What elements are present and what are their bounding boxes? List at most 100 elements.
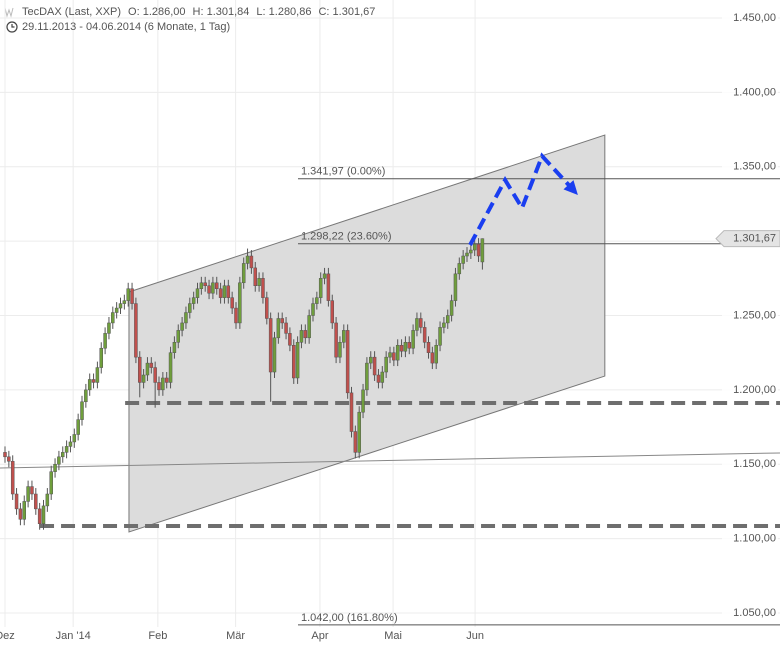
- x-tick-label: Apr: [311, 630, 328, 642]
- candle-body: [276, 318, 281, 339]
- candle-body: [222, 285, 227, 298]
- candle-body: [230, 297, 234, 309]
- candle-body: [103, 333, 107, 349]
- channel: [128, 134, 606, 533]
- candle-body: [126, 288, 130, 301]
- candle-body: [403, 342, 408, 352]
- y-tick-label: 1.400,00: [733, 86, 776, 98]
- header-icon: [4, 7, 14, 18]
- candle-body: [153, 367, 157, 383]
- candle-body: [207, 285, 211, 294]
- candle-body: [457, 263, 462, 275]
- candle-body: [265, 297, 269, 319]
- candle-body: [176, 330, 181, 343]
- candle-body: [288, 333, 292, 346]
- y-tick-bg: [722, 159, 778, 174]
- fib-label: 1.298,22 (23.60%): [301, 231, 392, 243]
- candle-body: [191, 297, 196, 304]
- candle-body: [53, 464, 57, 472]
- candle-body: [7, 456, 11, 462]
- candle-body: [72, 434, 77, 443]
- candle-body: [384, 356, 388, 373]
- candle-body: [349, 392, 354, 432]
- candle-body: [419, 318, 423, 328]
- x-tick-label: Jun: [466, 630, 484, 642]
- candle-body: [257, 278, 261, 287]
- candle-body: [469, 249, 473, 254]
- x-tick-label: Jan '14: [56, 630, 91, 642]
- candle-body: [203, 282, 207, 287]
- candle-body: [68, 441, 73, 447]
- candle-body: [111, 312, 115, 324]
- candle-body: [41, 505, 46, 525]
- candle-body: [3, 452, 7, 458]
- candle-body: [315, 297, 319, 304]
- y-tick-bg: [722, 382, 778, 397]
- header-text: O: 1.286,00: [128, 6, 186, 18]
- candle-body: [215, 282, 219, 289]
- candle-body: [361, 389, 365, 413]
- candle-body: [422, 327, 427, 343]
- candle-body: [76, 419, 80, 435]
- last-price-label: 1.301,67: [733, 233, 776, 245]
- candle-body: [164, 377, 169, 383]
- candle-body: [10, 461, 15, 495]
- candle-body: [57, 456, 61, 465]
- clock-icon: [6, 21, 18, 33]
- candle-body: [442, 322, 446, 328]
- y-tick-label: 1.050,00: [733, 607, 776, 619]
- candle-body: [322, 273, 327, 279]
- candle-body: [449, 300, 454, 316]
- candle-body: [64, 446, 69, 453]
- last-price-tag: [715, 230, 780, 248]
- y-tick-label: 1.200,00: [733, 384, 776, 396]
- candle-body: [334, 322, 338, 358]
- candle-body: [14, 493, 19, 510]
- y-tick-label: 1.250,00: [733, 309, 776, 321]
- candle-body: [357, 411, 361, 453]
- candle-body: [122, 300, 127, 304]
- period: 29.11.2013 - 04.06.2014 (6 Monate, 1 Tag…: [22, 21, 230, 33]
- candle-body: [241, 263, 246, 284]
- candle-body: [107, 322, 111, 334]
- candle-body: [303, 330, 308, 339]
- candle-body: [95, 367, 100, 383]
- candle-body: [168, 352, 173, 383]
- candle-body: [134, 303, 138, 358]
- candle-body: [245, 255, 250, 264]
- candle-body: [87, 379, 92, 391]
- candle-body: [438, 327, 442, 346]
- y-tick-bg: [722, 606, 778, 621]
- candle-body: [472, 243, 477, 251]
- y-tick-bg: [722, 85, 778, 100]
- candle-body: [234, 307, 238, 324]
- candle-body: [318, 278, 323, 298]
- candle-body: [30, 486, 34, 495]
- candle-body: [272, 337, 277, 373]
- candle-body: [114, 307, 119, 313]
- candle-body: [461, 255, 465, 264]
- y-tick-bg: [722, 457, 778, 472]
- header-title: TecDAX (Last, XXP) O: 1.286,00 H: 1.301,84…: [22, 6, 375, 18]
- candle-body: [345, 330, 350, 394]
- candle-body: [91, 379, 96, 383]
- candle-body: [353, 431, 358, 453]
- candle-body: [480, 238, 485, 263]
- candle-body: [434, 345, 438, 364]
- candle-body: [392, 352, 396, 361]
- candle-body: [268, 318, 273, 373]
- candle-body: [465, 252, 469, 257]
- candle-body: [330, 300, 335, 324]
- forecast-arrowhead: [563, 180, 578, 195]
- header-text: H: 1.301,84: [193, 6, 250, 18]
- x-tick-label: Dez: [0, 630, 15, 642]
- candle-body: [261, 278, 265, 298]
- candle-body: [45, 493, 50, 507]
- candle-body: [280, 318, 284, 324]
- candle-body: [476, 243, 481, 257]
- y-tick-bg: [722, 308, 778, 323]
- candle-body: [34, 493, 38, 510]
- candle-body: [37, 508, 42, 525]
- candle-body: [141, 374, 146, 383]
- candle-body: [426, 342, 431, 353]
